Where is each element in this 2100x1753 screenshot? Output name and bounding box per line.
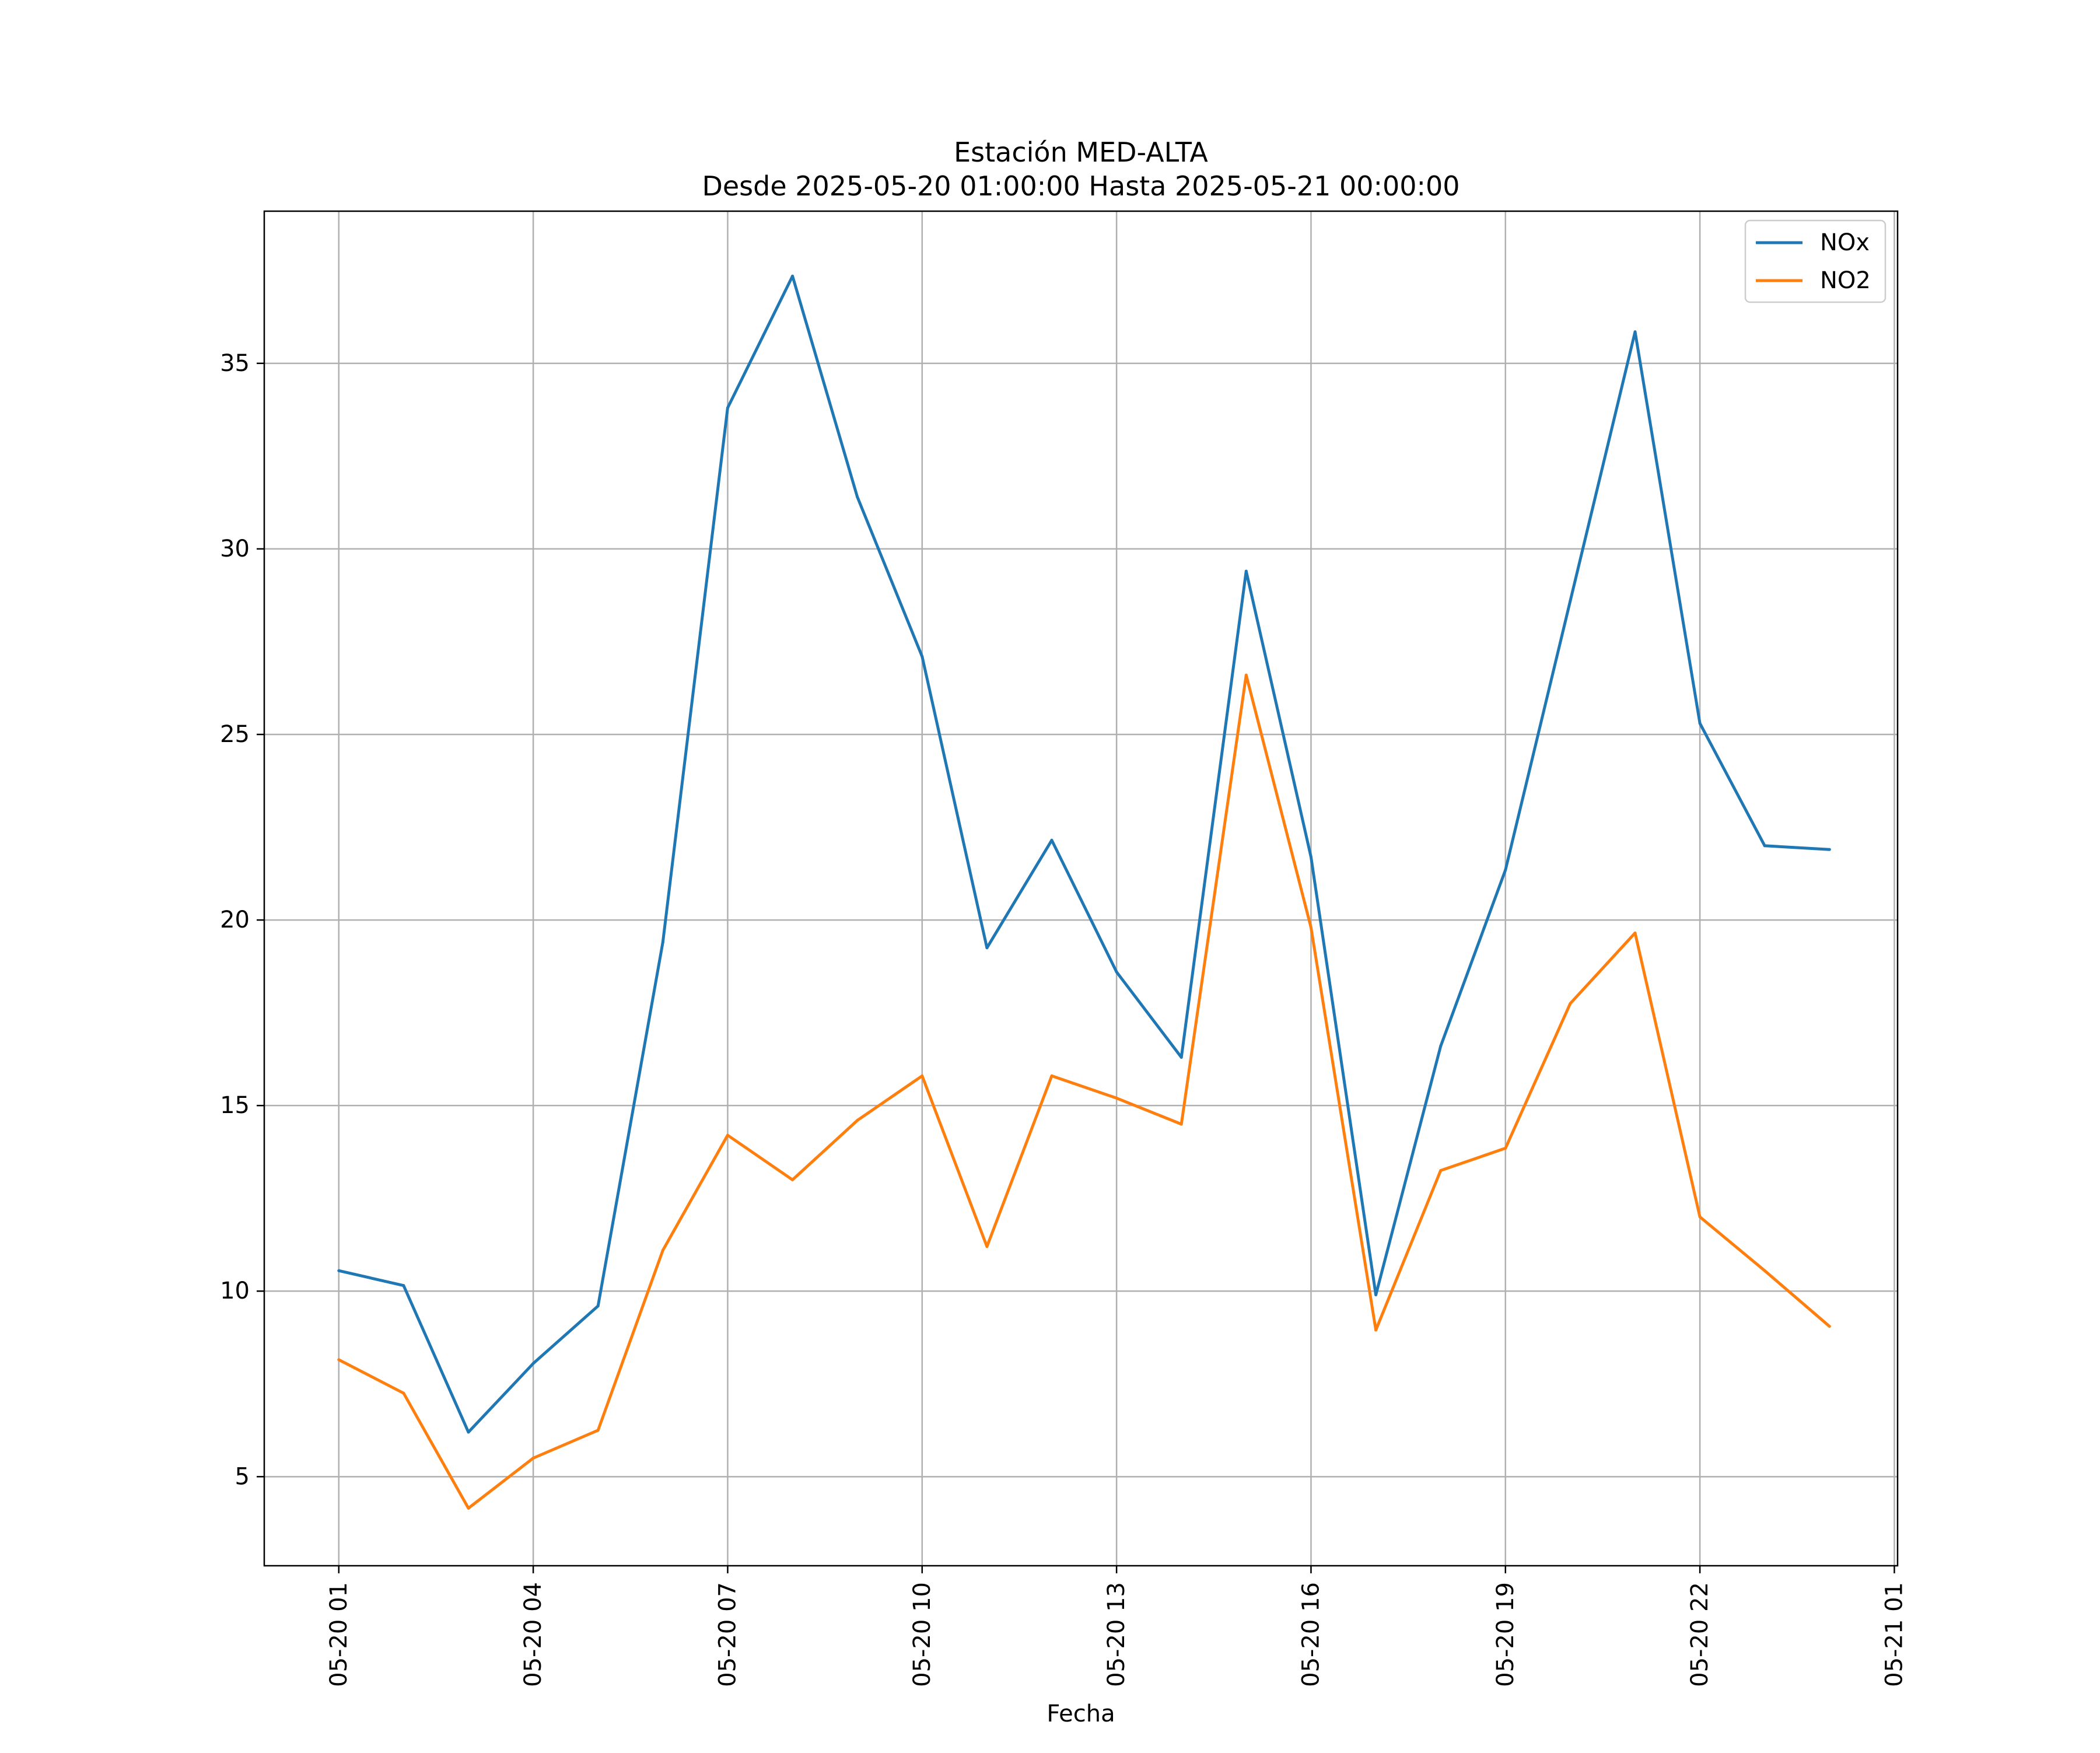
data-point-no2 bbox=[791, 1178, 794, 1181]
data-point-nox bbox=[985, 946, 989, 950]
x-tick-label: 05-20 04 bbox=[520, 1582, 547, 1687]
data-point-nox bbox=[1309, 855, 1312, 859]
data-point-no2 bbox=[1698, 1215, 1702, 1219]
data-point-no2 bbox=[1763, 1269, 1766, 1272]
series-line-nox bbox=[338, 274, 1830, 1434]
series-lines bbox=[337, 274, 1831, 1510]
data-point-no2 bbox=[985, 1245, 989, 1248]
x-tick-label: 05-20 19 bbox=[1492, 1582, 1519, 1687]
data-point-nox bbox=[467, 1430, 470, 1434]
y-tick-label: 30 bbox=[220, 536, 250, 562]
data-point-nox bbox=[337, 1269, 341, 1272]
data-point-nox bbox=[1115, 970, 1118, 974]
data-point-no2 bbox=[1115, 1096, 1118, 1100]
data-point-no2 bbox=[467, 1506, 470, 1510]
data-point-no2 bbox=[531, 1457, 535, 1460]
data-point-no2 bbox=[1309, 926, 1312, 929]
x-tick-label: 05-20 07 bbox=[714, 1582, 741, 1687]
data-point-nox bbox=[402, 1284, 405, 1287]
data-point-no2 bbox=[1633, 931, 1637, 935]
x-tick-label: 05-20 16 bbox=[1297, 1582, 1324, 1687]
data-point-no2 bbox=[1050, 1074, 1054, 1077]
data-point-no2 bbox=[1828, 1325, 1831, 1328]
x-tick-label: 05-20 01 bbox=[326, 1582, 352, 1687]
data-point-no2 bbox=[596, 1429, 600, 1432]
data-point-no2 bbox=[402, 1391, 405, 1395]
data-point-no2 bbox=[661, 1248, 664, 1252]
x-tick-label: 05-20 13 bbox=[1103, 1582, 1130, 1687]
x-tick-label: 05-20 10 bbox=[909, 1582, 936, 1687]
data-point-nox bbox=[1763, 844, 1766, 848]
data-point-nox bbox=[1374, 1293, 1378, 1297]
data-point-no2 bbox=[856, 1119, 859, 1122]
data-point-no2 bbox=[337, 1358, 341, 1362]
grid-lines bbox=[264, 211, 1898, 1566]
data-point-no2 bbox=[1374, 1328, 1378, 1332]
plot-frame bbox=[263, 210, 1899, 1567]
x-axis-label: Fecha bbox=[1046, 1700, 1115, 1727]
data-point-nox bbox=[1439, 1044, 1443, 1048]
data-point-nox bbox=[726, 406, 729, 410]
data-point-nox bbox=[856, 495, 859, 499]
data-point-nox bbox=[1633, 330, 1637, 334]
data-point-nox bbox=[1828, 848, 1831, 851]
data-point-nox bbox=[661, 940, 664, 944]
legend-label-nox: NOx bbox=[1820, 229, 1870, 256]
y-tick-label: 35 bbox=[220, 350, 250, 377]
y-tick-label: 10 bbox=[220, 1278, 250, 1304]
data-point-no2 bbox=[921, 1074, 924, 1077]
data-point-nox bbox=[921, 655, 924, 658]
x-tick-label: 05-21 01 bbox=[1881, 1582, 1908, 1687]
legend-label-no2: NO2 bbox=[1820, 267, 1871, 294]
data-point-no2 bbox=[1244, 673, 1248, 677]
chart-subtitle: Desde 2025-05-20 01:00:00 Hasta 2025-05-… bbox=[702, 170, 1460, 202]
series-line-no2 bbox=[338, 673, 1831, 1510]
y-tick-label: 25 bbox=[220, 721, 250, 748]
y-axis: 5 10 15 20 25 30 35 bbox=[220, 350, 264, 1490]
y-tick-label: 20 bbox=[220, 907, 250, 933]
data-point-nox bbox=[596, 1304, 600, 1308]
data-point-no2 bbox=[1439, 1168, 1443, 1172]
data-point-nox bbox=[1050, 838, 1054, 842]
data-point-nox bbox=[1180, 1055, 1183, 1059]
chart-title: Estación MED-ALTA bbox=[954, 137, 1208, 168]
legend: NOx NO2 bbox=[1744, 219, 1887, 303]
data-point-nox bbox=[1698, 722, 1702, 725]
x-tick-label: 05-20 22 bbox=[1686, 1582, 1713, 1687]
x-axis: 05-20 01 05-20 04 05-20 07 05-20 10 05-20 13… bbox=[326, 1566, 1908, 1687]
data-point-nox bbox=[531, 1362, 535, 1365]
data-point-nox bbox=[791, 274, 794, 278]
data-point-nox bbox=[1504, 868, 1507, 872]
data-point-nox bbox=[1244, 569, 1248, 573]
y-tick-label: 5 bbox=[235, 1463, 250, 1490]
data-point-no2 bbox=[1504, 1146, 1507, 1150]
data-point-no2 bbox=[1569, 1002, 1572, 1005]
data-point-no2 bbox=[726, 1133, 729, 1137]
y-tick-label: 15 bbox=[220, 1092, 250, 1119]
data-point-nox bbox=[1569, 599, 1572, 603]
data-point-no2 bbox=[1180, 1122, 1183, 1126]
